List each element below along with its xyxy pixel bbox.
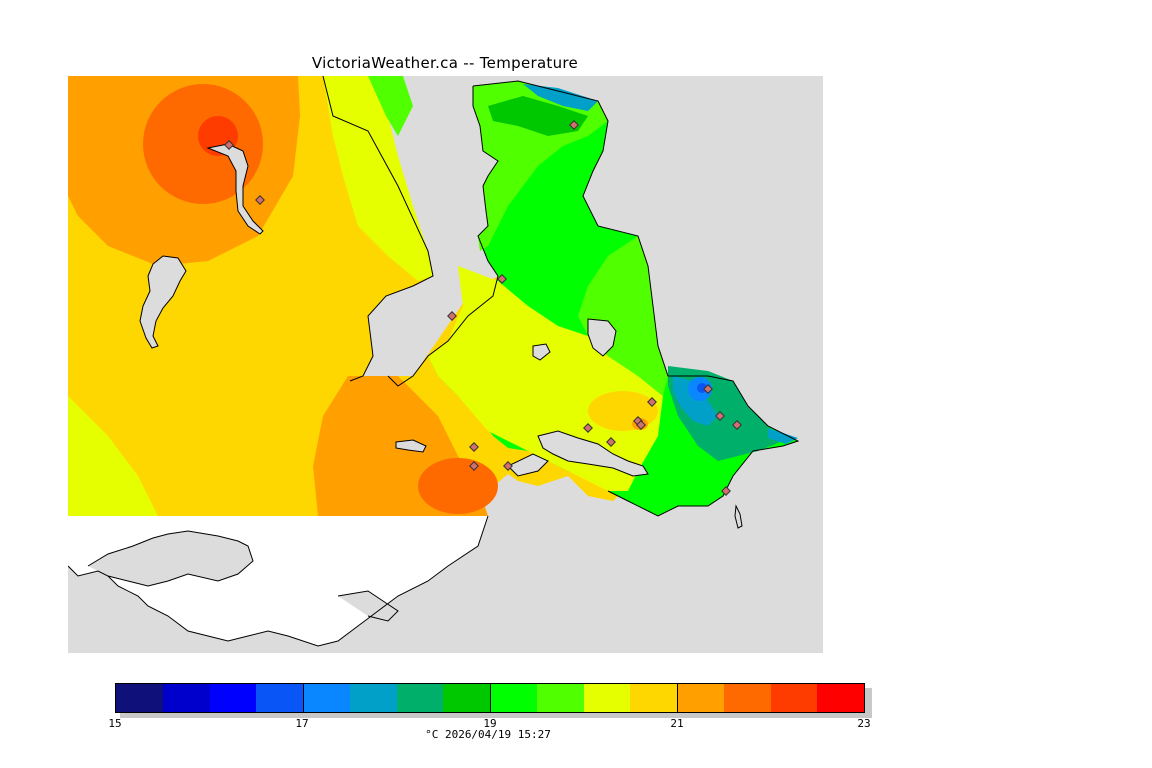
- station-marker: [583, 423, 593, 433]
- station-marker: [255, 195, 265, 205]
- band-yellow-west: [323, 76, 433, 281]
- colorbar-divider: [490, 684, 491, 712]
- lake-peninsula: [587, 318, 617, 357]
- colorbar-divider: [677, 684, 678, 712]
- station-marker: [447, 311, 457, 321]
- band-teal-east: [673, 376, 718, 426]
- lake-sw: [395, 439, 427, 453]
- colorbar-segment: [536, 684, 584, 712]
- harbour-water: [537, 430, 649, 477]
- lake-north: [139, 255, 187, 349]
- station-marker: [224, 140, 234, 150]
- station-marker: [721, 486, 731, 496]
- coastline: [68, 76, 800, 647]
- band-green-nw: [368, 76, 413, 136]
- cold-core: [697, 383, 707, 393]
- colorbar-segment: [209, 684, 257, 712]
- colorbar-tick-label: 23: [857, 717, 871, 730]
- station-marker: [469, 442, 479, 452]
- station-marker: [636, 420, 646, 430]
- station-marker: [647, 397, 657, 407]
- colorbar-segment: [630, 684, 677, 712]
- colorbar-segment: [770, 684, 818, 712]
- colorbar-segment: [303, 684, 350, 712]
- band-yellowgreen-peninsula: [428, 266, 663, 491]
- colorbar-segment: [817, 684, 864, 712]
- colorbar-tick-label: 21: [670, 717, 684, 730]
- station-marker: [715, 411, 725, 421]
- station-marker: [569, 120, 579, 130]
- colorbar-divider: [303, 684, 304, 712]
- colorbar-tick-label: 17: [295, 717, 309, 730]
- colorbar-segment: [396, 684, 444, 712]
- colorbar: [115, 683, 865, 713]
- band-darkgreen-north: [488, 96, 588, 136]
- station-marker: [606, 437, 616, 447]
- harbour-west: [507, 453, 549, 477]
- colorbar-tick-label: 15: [108, 717, 122, 730]
- units-and-timestamp: °C 2026/04/19 15:27: [425, 728, 551, 741]
- colorbar-tick-label: 19: [483, 717, 497, 730]
- chart-title: VictoriaWeather.ca -- Temperature: [311, 54, 579, 72]
- station-marker: [503, 461, 513, 471]
- hot-spot-sw: [418, 458, 498, 514]
- station-marker: [732, 420, 742, 430]
- colorbar-segment: [723, 684, 771, 712]
- lake-peninsula-small: [532, 343, 551, 361]
- colorbar-segment: [116, 684, 163, 712]
- band-teal-tip: [768, 428, 798, 444]
- water-south-se: [338, 591, 398, 621]
- station-marker: [703, 384, 713, 394]
- colorbar-segment: [490, 684, 537, 712]
- colorbar-segment: [349, 684, 397, 712]
- colorbar-segment: [443, 684, 490, 712]
- band-yellow-southwest-corner: [68, 396, 158, 516]
- colorbar-segment: [583, 684, 631, 712]
- colorbar-segment: [162, 684, 210, 712]
- temperature-map: [68, 76, 823, 653]
- weather-stations: [224, 120, 742, 496]
- water-south-inlet: [88, 531, 253, 586]
- inlet-arm-nw: [206, 143, 264, 235]
- station-marker: [469, 461, 479, 471]
- band-lightgreen-east: [578, 236, 668, 396]
- band-blue-north: [523, 84, 598, 111]
- colorbar-segment: [677, 684, 724, 712]
- station-marker: [497, 274, 507, 284]
- colorbar-segment: [256, 684, 303, 712]
